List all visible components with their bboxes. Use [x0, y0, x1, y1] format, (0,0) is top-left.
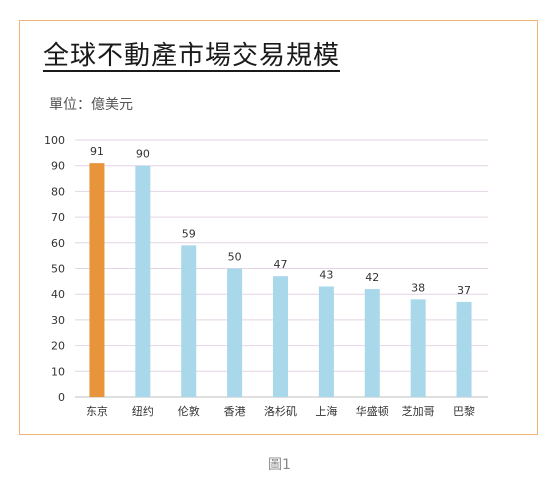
y-tick-label: 0 — [58, 391, 65, 404]
y-tick-label: 40 — [51, 288, 65, 301]
y-tick-label: 20 — [51, 340, 65, 353]
bar — [89, 163, 105, 397]
data-label: 37 — [457, 284, 471, 297]
y-tick-label: 90 — [51, 160, 65, 173]
y-tick-label: 70 — [51, 211, 65, 224]
bar — [456, 301, 472, 397]
data-label: 42 — [365, 271, 379, 284]
bar — [273, 276, 288, 397]
bar-chart: 0 10 20 30 40 50 60 70 80 90 100 91 东京 90 纽约 59 伦敦 50 香港 47… — [44, 134, 488, 418]
x-tick-label: 香港 — [224, 405, 246, 418]
y-tick-label: 80 — [51, 185, 65, 198]
x-tick-label: 华盛顿 — [356, 404, 389, 418]
data-label: 47 — [274, 258, 288, 271]
x-tick-label: 上海 — [315, 404, 337, 418]
bar — [227, 268, 243, 397]
data-label: 38 — [411, 281, 425, 294]
y-tick-label: 50 — [51, 263, 65, 276]
data-label: 91 — [90, 145, 104, 158]
data-label: 43 — [319, 268, 333, 281]
x-tick-label: 芝加哥 — [402, 405, 435, 418]
y-tick-label: 10 — [51, 365, 65, 378]
bar — [318, 286, 334, 397]
y-tick-label: 100 — [44, 134, 65, 147]
bar — [181, 245, 197, 397]
x-tick-label: 东京 — [86, 404, 108, 418]
x-tick-label: 伦敦 — [178, 404, 200, 418]
bar — [135, 165, 151, 397]
data-label: 90 — [136, 148, 150, 161]
figure-caption: 圖1 — [268, 457, 291, 473]
data-label: 50 — [228, 251, 242, 264]
y-tick-label: 60 — [51, 237, 65, 250]
data-label: 59 — [182, 227, 196, 240]
y-tick-label: 30 — [51, 314, 65, 327]
x-tick-label: 纽约 — [132, 404, 154, 418]
x-tick-label: 洛杉矶 — [264, 404, 297, 418]
bar — [364, 289, 380, 397]
unit-label: 單位：億美元 — [49, 97, 133, 113]
x-tick-label: 巴黎 — [453, 404, 475, 418]
bar — [410, 299, 426, 397]
chart-title: 全球不動產市場交易規模 — [43, 41, 341, 71]
